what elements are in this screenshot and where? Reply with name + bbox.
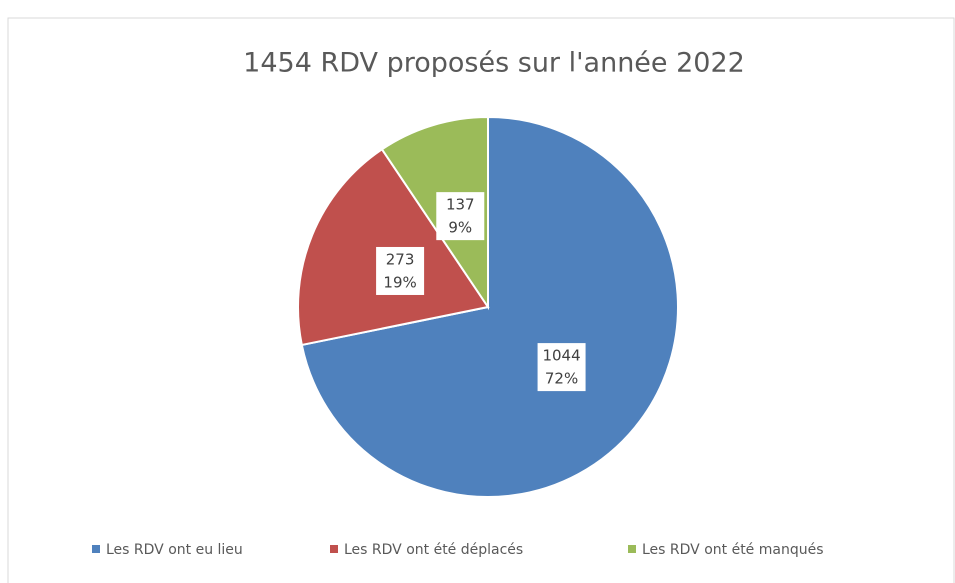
data-label-value: 137 (446, 196, 475, 214)
pie-slice (300, 115, 679, 498)
data-label-box (537, 343, 586, 392)
pie-slice (380, 115, 489, 311)
legend-label: Les RDV ont été déplacés (344, 542, 523, 558)
chart-title: 1454 RDV proposés sur l'année 2022 (243, 48, 745, 79)
data-label-value: 1044 (542, 347, 580, 365)
legend-label: Les RDV ont été manqués (642, 542, 824, 558)
legend-swatch (628, 545, 636, 553)
legend-swatch (92, 545, 100, 553)
data-label-percent: 72% (545, 370, 578, 388)
legend-swatch (330, 545, 338, 553)
data-label-percent: 9% (448, 219, 472, 237)
legend-label: Les RDV ont eu lieu (106, 542, 243, 558)
data-label-box (376, 246, 425, 295)
data-label-percent: 19% (383, 273, 416, 291)
data-label-box (436, 192, 485, 241)
data-label-value: 273 (386, 250, 415, 268)
